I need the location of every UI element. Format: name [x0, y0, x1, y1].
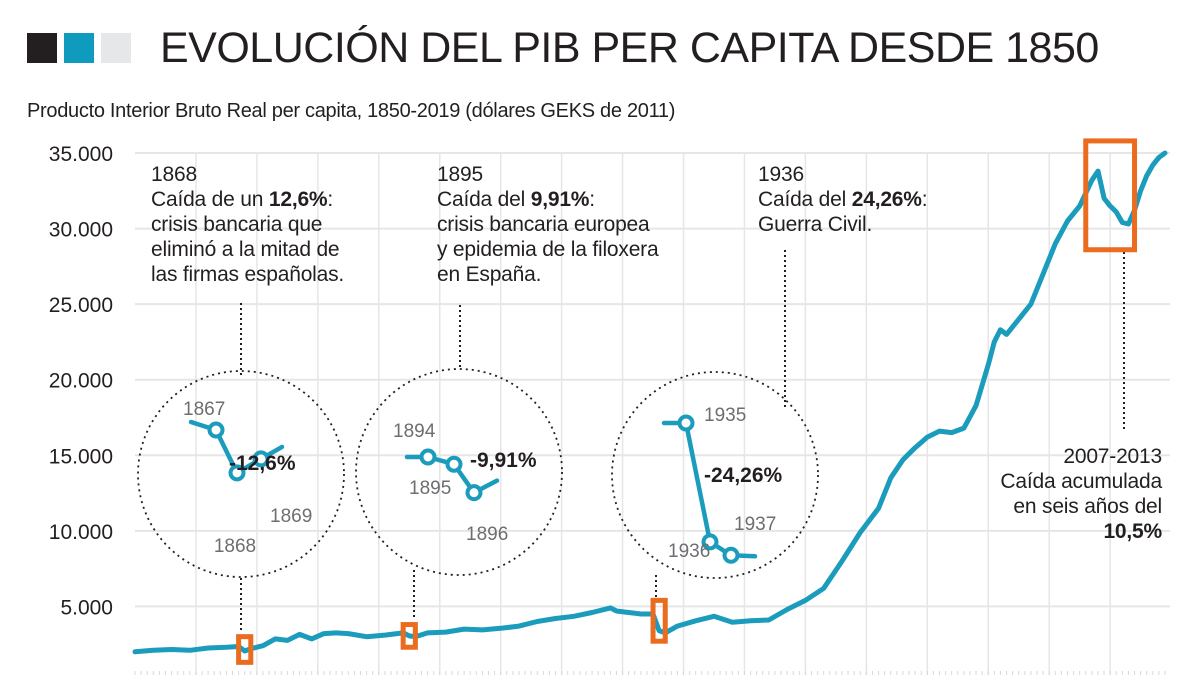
annotation-line: Guerra Civil. — [758, 213, 873, 236]
annotation-2007-2013: 2007-2013 Caída acumulada en seis años d… — [1000, 444, 1162, 544]
inset-year-label: 1935 — [704, 405, 746, 426]
inset-point-1894 — [419, 448, 437, 466]
inset-point-1896 — [465, 484, 483, 502]
headline-colon: : — [921, 188, 928, 211]
y-tick-label: 5.000 — [60, 596, 113, 619]
inset-circles: 1867 1868 1869 -12,6% 1894 1895 1896 -9,91% 1935… — [137, 368, 819, 579]
annotation-1895: 1895 Caída del 9,91%: crisis bancaria eu… — [437, 162, 659, 287]
inset-change-label: -12,6% — [229, 452, 296, 475]
highlight-boxes — [236, 138, 1138, 665]
annotation-line: en España. — [437, 263, 542, 286]
inset-year-label: 1895 — [409, 478, 451, 499]
headline-pct: 9,91% — [530, 188, 590, 211]
annotation-line: las firmas españolas. — [151, 263, 345, 286]
inset-year-label: 1937 — [734, 514, 776, 535]
grid — [134, 152, 1170, 675]
inset-year-label: 1867 — [183, 399, 225, 420]
annotation-line: y epidemia de la filoxera — [437, 238, 659, 261]
highlight-box-1868 — [236, 634, 254, 665]
headline-pct: 12,6% — [268, 188, 328, 211]
inset-point-1937 — [722, 546, 740, 564]
y-tick-label: 15.000 — [49, 445, 113, 468]
y-tick-label: 10.000 — [49, 521, 113, 544]
inset-1868: 1867 1868 1869 -12,6% — [137, 370, 345, 578]
annotation-year: 1936 — [758, 163, 804, 186]
headline-colon: : — [589, 188, 595, 211]
annotation-year: 2007-2013 — [1063, 445, 1162, 468]
inset-change-label: -24,26% — [704, 464, 783, 487]
annotation-year: 1895 — [437, 163, 483, 186]
inset-point-1868 — [228, 464, 246, 482]
annotation-line: crisis bancaria que — [151, 213, 323, 236]
y-tick-label: 0 — [101, 672, 113, 675]
chart-subtitle: Producto Interior Bruto Real per capita,… — [27, 100, 676, 122]
inset-point-1935 — [677, 414, 695, 432]
inset-circle-border — [355, 368, 563, 576]
headline-text: Caída del — [437, 188, 531, 211]
annotation-line: en seis años del — [1013, 495, 1162, 518]
y-tick-label: 35.000 — [49, 143, 113, 166]
inset-year-label: 1896 — [466, 524, 508, 545]
inset-year-label: 1894 — [393, 421, 436, 442]
header-squares — [27, 33, 131, 63]
gray-square — [101, 33, 131, 63]
inset-circle-border — [611, 371, 819, 579]
annotation-1868: 1868 Caída de un 12,6%: crisis bancaria … — [151, 162, 344, 287]
annotation-year: 1868 — [151, 163, 197, 186]
inset-change-label: -9,91% — [470, 449, 537, 472]
annotation-line: eliminó a la mitad de — [151, 238, 340, 261]
headline-colon: : — [327, 188, 334, 211]
inset-year-label: 1936 — [668, 541, 710, 562]
inset-point-1936 — [701, 533, 719, 551]
annotation-pct: 10,5% — [1000, 519, 1162, 544]
series-layer — [132, 150, 1168, 655]
annotation-headline: Caída del 9,91%: — [437, 187, 658, 212]
black-square — [27, 33, 57, 63]
y-axis-ticks: 0 5.000 10.000 15.000 20.000 25.000 30.000 35.0… — [49, 143, 113, 675]
highlight-box-1936 — [650, 597, 668, 644]
inset-point-1895 — [445, 455, 463, 473]
connector-lines — [240, 250, 1125, 633]
inset-year-label: 1869 — [270, 506, 312, 527]
headline-pct: 24,26% — [851, 188, 922, 211]
annotation-line: Caída acumulada — [1000, 470, 1162, 493]
teal-square — [64, 33, 94, 63]
headline-text: Caída de un — [151, 188, 269, 211]
inset-point-1867 — [207, 421, 225, 439]
headline-text: Caída del — [758, 188, 852, 211]
annotation-pct-value: 10,5% — [1103, 520, 1162, 543]
highlight-box-2007-2013 — [1083, 138, 1138, 253]
annotation-headline: Caída de un 12,6%: — [151, 187, 344, 212]
page-title: EVOLUCIÓN DEL PIB PER CAPITA DESDE 1850 — [160, 24, 1099, 72]
annotation-line: crisis bancaria europea — [437, 213, 650, 236]
highlight-box-1895 — [400, 622, 418, 650]
inset-point-1869 — [252, 450, 270, 468]
inset-year-label: 1868 — [214, 536, 256, 557]
y-tick-label: 20.000 — [49, 370, 113, 393]
y-tick-label: 25.000 — [49, 294, 113, 317]
annotation-1936: 1936 Caída del 24,26%: Guerra Civil. — [758, 162, 928, 237]
inset-1895: 1894 1895 1896 -9,91% — [355, 368, 563, 576]
inset-circle-border — [137, 370, 345, 578]
inset-1936: 1935 1936 1937 -24,26% — [611, 371, 819, 579]
y-tick-label: 30.000 — [49, 219, 113, 242]
annotation-headline: Caída del 24,26%: — [758, 187, 928, 212]
series-line-pib-per-capita — [132, 150, 1168, 655]
